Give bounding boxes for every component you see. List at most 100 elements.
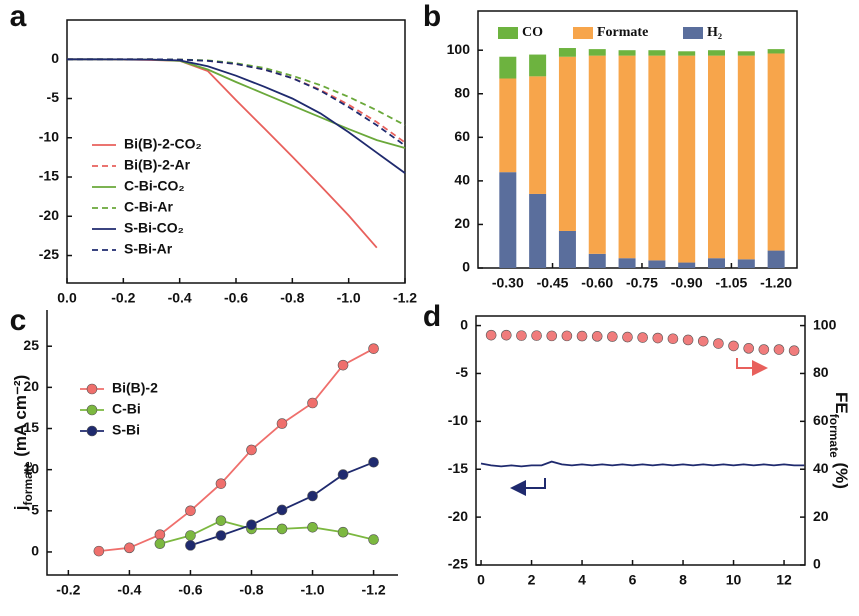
x-tick-label: -0.30 [492,275,524,291]
data-point [246,444,257,456]
series-line [67,58,406,126]
series-line [66,58,378,249]
bar-segment [499,172,517,268]
axis-label: jformate (mA cm⁻²) [11,375,35,512]
data-point [773,344,785,355]
annotation-arrow [510,478,546,496]
y-tick-label: 60 [454,128,470,144]
axis-line [46,310,398,576]
y-tick-label: 5 [31,502,39,518]
series-line [67,58,406,174]
x-tick-label: -1.0 [337,290,361,306]
bar-segment [737,259,755,268]
bar-segment [767,250,785,268]
x-tick-label: 2 [528,572,536,588]
data-point [215,530,227,541]
bar-segment [558,230,576,268]
bar-segment [678,55,696,263]
bar-segment [678,262,696,268]
x-tick-label: -0.75 [626,275,658,291]
plot-frame [477,10,798,269]
x-tick-label: 12 [776,572,792,588]
x-tick-label: -1.2 [393,290,417,306]
legend-marker [86,383,98,395]
series-line [67,58,406,149]
y2-tick-label: 80 [813,364,829,380]
data-point [307,397,318,409]
data-point [154,538,166,550]
data-point [276,523,288,535]
y-tick-label: -25 [448,556,468,572]
bar-segment [708,55,726,259]
legend-marker [86,404,98,416]
data-point [637,332,648,343]
y-tick-label: 100 [447,41,471,57]
data-point [516,330,527,341]
y-tick-label: 15 [23,419,39,435]
bar-segment [618,50,636,56]
data-point [652,332,664,344]
bar-segment [678,51,696,56]
bar-segment [618,258,636,268]
bar-segment [648,50,666,56]
y2-tick-label: 100 [813,316,837,332]
data-point [337,359,349,371]
data-point [607,331,618,342]
plot-frame [475,315,806,566]
legend-label: S-Bi-CO₂ [124,220,184,236]
bar-segment [737,51,755,56]
legend-label: Bi(B)-2-CO₂ [124,136,202,152]
bar-segment [767,53,785,251]
y-tick-label: 40 [454,172,470,188]
legend-swatch [498,27,518,39]
legend-label: C-Bi-CO₂ [124,178,185,194]
panel-label: d [423,300,441,333]
data-point [697,335,709,347]
axis-label-part: formate [827,414,841,458]
panel-label: b [423,0,441,33]
y-tick-label: 20 [23,378,39,394]
y-tick-label: 25 [23,337,39,353]
legend-label: CO [522,25,543,40]
data-point [368,343,379,354]
x-tick-label: -0.60 [581,275,613,291]
data-point [713,338,724,349]
x-tick-label: -1.20 [760,275,792,291]
x-tick-label: 0.0 [57,290,77,306]
x-tick-label: -0.6 [224,290,248,306]
data-point [215,478,227,489]
data-point [531,330,542,341]
data-point [154,529,166,540]
x-tick-label: 10 [726,572,742,588]
data-point [185,530,196,541]
data-point [185,505,196,517]
bar-segment [499,78,517,173]
series-line [98,347,375,552]
x-tick-label: -0.2 [111,290,135,306]
bar-segment [708,258,726,268]
legend-label: Formate [597,25,648,40]
axis-label-part: formate [21,461,35,505]
data-point [337,526,349,538]
data-point [276,418,288,429]
bar-segment [529,54,547,77]
data-point [788,345,800,357]
bar-segment [618,55,636,259]
bar-segment [588,49,606,56]
y-tick-label: -15 [448,460,468,476]
data-point [276,504,288,516]
data-point [546,330,558,342]
y-tick-label: -15 [39,168,59,184]
bar-segment [499,56,517,79]
y-tick-label: 0 [460,316,468,332]
y2-tick-label: 20 [813,508,829,524]
x-tick-label: -0.90 [671,275,703,291]
legend-label: S-Bi [112,422,140,438]
axis-label-part: FE [832,392,851,414]
y-tick-label: 20 [454,215,470,231]
y-tick-label: -20 [448,508,468,524]
x-tick-label: -0.45 [537,275,569,291]
x-tick-label: 6 [629,572,637,588]
bar-segment [529,193,547,268]
bar-segment [558,48,576,57]
